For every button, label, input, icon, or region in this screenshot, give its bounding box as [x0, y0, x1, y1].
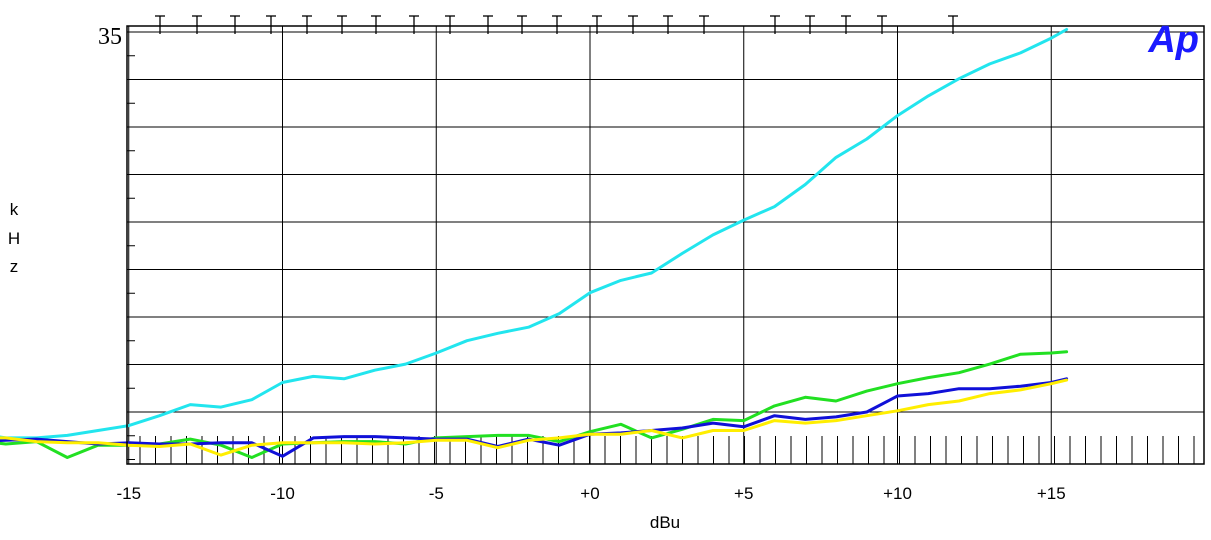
x-tick-label: -10 [270, 484, 295, 503]
x-tick-label: -5 [429, 484, 444, 503]
y-axis-title-k: k [10, 200, 19, 219]
y-axis-title-h: H [8, 229, 20, 248]
ap-logo: Ap [1147, 19, 1199, 61]
x-tick-label: +0 [580, 484, 599, 503]
y-axis-title-z: z [10, 257, 19, 276]
y-max-label: 35 [98, 24, 122, 50]
plot-background [127, 26, 1204, 464]
x-tick-label: -15 [116, 484, 141, 503]
x-tick-label: +15 [1037, 484, 1066, 503]
x-tick-label: +5 [734, 484, 753, 503]
x-tick-labels: -15 -10 -5 +0 +5 +10 +15 [116, 484, 1065, 503]
x-tick-label: +10 [883, 484, 912, 503]
x-axis-title: dBu [650, 513, 680, 532]
